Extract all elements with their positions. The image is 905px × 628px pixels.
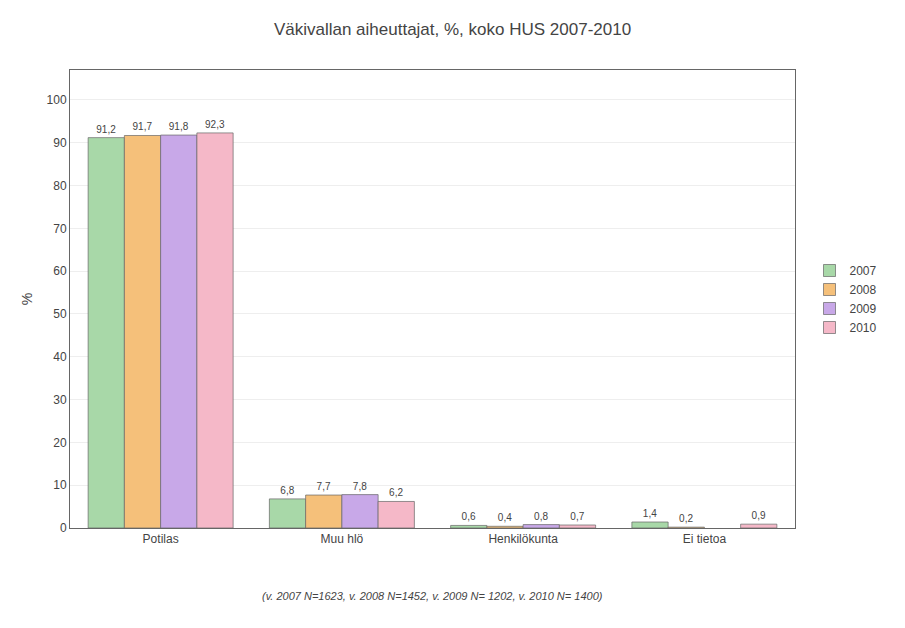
svg-text:0: 0 (60, 521, 67, 535)
svg-text:6,8: 6,8 (280, 485, 294, 496)
svg-text:2009: 2009 (850, 302, 877, 316)
svg-text:90: 90 (53, 136, 67, 150)
svg-text:Muu hlö: Muu hlö (321, 532, 364, 546)
svg-text:60: 60 (53, 264, 67, 278)
svg-text:0,7: 0,7 (570, 511, 584, 522)
svg-text:91,2: 91,2 (96, 124, 116, 135)
svg-text:0,6: 0,6 (462, 511, 476, 522)
svg-text:2010: 2010 (850, 321, 877, 335)
svg-text:40: 40 (53, 350, 67, 364)
svg-text:7,7: 7,7 (317, 481, 331, 492)
svg-text:20: 20 (53, 436, 67, 450)
svg-text:91,7: 91,7 (133, 121, 153, 132)
svg-text:Ei tietoa: Ei tietoa (683, 532, 727, 546)
svg-text:10: 10 (53, 478, 67, 492)
svg-text:91,8: 91,8 (169, 121, 189, 132)
svg-text:30: 30 (53, 393, 67, 407)
svg-text:0,9: 0,9 (752, 510, 766, 521)
svg-text:0,4: 0,4 (498, 512, 512, 523)
svg-text:Potilas: Potilas (143, 532, 179, 546)
svg-text:2007: 2007 (850, 264, 877, 278)
svg-text:100: 100 (47, 93, 67, 107)
svg-text:(v. 2007 N=1623, v. 2008 N=145: (v. 2007 N=1623, v. 2008 N=1452, v. 2009… (262, 590, 603, 602)
svg-text:70: 70 (53, 222, 67, 236)
svg-text:Väkivallan aiheuttajat, %, kok: Väkivallan aiheuttajat, %, koko HUS 2007… (274, 20, 631, 39)
svg-text:1,4: 1,4 (643, 508, 657, 519)
svg-text:2008: 2008 (850, 283, 877, 297)
svg-text:Henkilökunta: Henkilökunta (488, 532, 558, 546)
svg-text:7,8: 7,8 (353, 481, 367, 492)
svg-text:92,3: 92,3 (205, 119, 225, 130)
svg-text:0,2: 0,2 (679, 513, 693, 524)
svg-text:0,8: 0,8 (534, 511, 548, 522)
svg-text:80: 80 (53, 179, 67, 193)
svg-text:50: 50 (53, 307, 67, 321)
svg-text:%: % (19, 293, 35, 305)
svg-text:6,2: 6,2 (389, 487, 403, 498)
